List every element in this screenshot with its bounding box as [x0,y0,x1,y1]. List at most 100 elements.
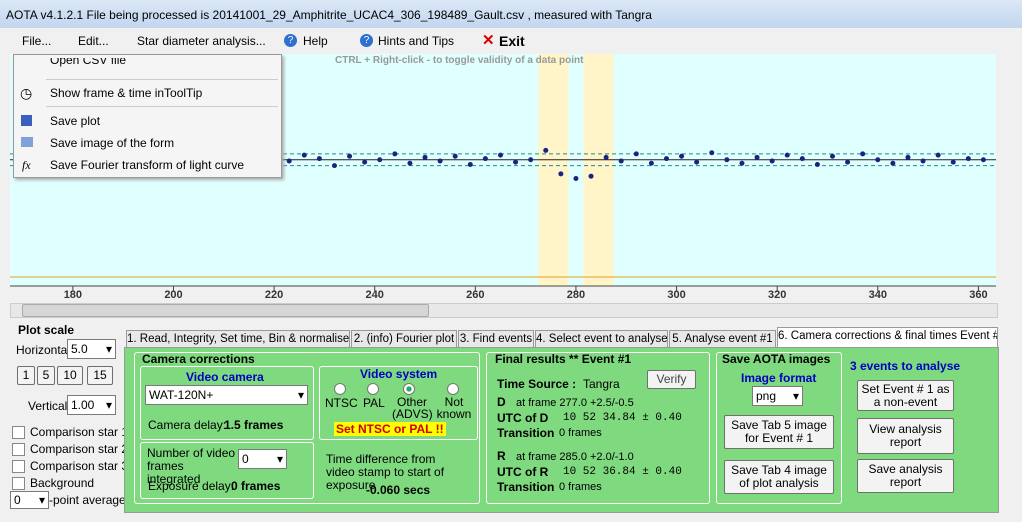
group-title: Video system [360,367,438,381]
menu-bar [0,28,1022,54]
menu-item[interactable]: Help [303,34,328,48]
x-tick-label: 260 [466,289,484,301]
separator [46,79,278,80]
data-point [814,161,820,167]
data-point [392,151,398,157]
dropdown-menu [13,54,282,178]
value: Tangra [583,377,620,391]
x-tick-label: 180 [64,289,82,301]
window-title: AOTA v4.1.2.1 File being processed is 20… [6,8,652,22]
save-button[interactable]: Save Tab 4 image of plot analysis [724,460,834,494]
menu-item[interactable]: Edit... [78,34,109,48]
checkbox[interactable] [12,443,25,456]
checkbox[interactable] [12,426,25,439]
label: R [497,449,506,463]
label: Vertical [28,399,68,413]
hints-icon: ? [360,34,373,47]
group-box [134,352,480,504]
exit-icon: ✕ [482,32,495,49]
x-tick-label: 300 [667,289,685,301]
data-point [422,154,428,160]
event-button[interactable]: View analysis report [857,418,954,454]
data-point [467,161,473,167]
radio-label: PAL [363,396,385,410]
checkbox[interactable] [12,460,25,473]
radio-label: Not known [436,395,472,421]
group-box [140,366,314,440]
tab[interactable]: 3. Find events [458,330,534,348]
radio[interactable] [334,383,346,395]
data-point [784,152,790,158]
tab[interactable]: 1. Read, Integrity, Set time, Bin & norm… [126,330,350,348]
label: Transition [497,480,555,494]
tab-active[interactable]: 6. Camera corrections & final times Even… [777,327,998,347]
help-icon: ? [284,34,297,47]
plot-hint: CTRL + Right-click - to toggle validity … [335,55,584,66]
checkbox[interactable] [12,477,25,490]
dropdown-item[interactable]: Open CSV file [50,58,127,67]
data-point [347,153,353,159]
menu-item[interactable]: Exit [499,33,525,49]
x-tick-label: 220 [265,289,283,301]
frames-select[interactable]: 0 [238,449,287,469]
dropdown-item[interactable]: Save plot [50,114,101,128]
data-point [377,157,383,163]
dropdown-item[interactable]: Save Fourier transform of light curve [50,158,245,172]
save-button[interactable]: Save Tab 5 image for Event # 1 [724,415,834,449]
menu-item[interactable]: Star diameter analysis... [137,34,266,48]
axis-band [10,286,996,302]
dropdown-item[interactable]: Save image of the form [50,136,175,150]
data-point [648,160,654,166]
average-select[interactable]: 0 [10,491,49,509]
data-point [663,156,669,162]
event-button[interactable]: Save analysis report [857,459,954,493]
data-point [301,152,307,158]
tab[interactable]: 5. Analyse event #1 [669,330,776,348]
checkbox-label: Comparison star 2 [30,442,129,456]
label: Image format [741,371,817,385]
x-tick-label: 240 [366,289,384,301]
data-point [875,157,881,163]
dropdown-item[interactable]: Show frame & time inToolTip [50,86,203,100]
radio[interactable] [367,383,379,395]
data-point [739,160,745,166]
verify-button[interactable]: Verify [647,370,696,389]
checkbox-label: Background [30,476,95,490]
spinbox[interactable]: 5.0 [67,339,116,359]
format-select[interactable]: png [752,386,803,406]
radio-selected[interactable] [403,383,415,395]
tab[interactable]: 2. (info) Fourier plot [351,330,457,348]
label: UTC of D [497,411,549,425]
data-point [830,153,836,159]
menu-item[interactable]: Hints and Tips [378,34,455,48]
data-point [588,173,594,179]
menu-item[interactable]: File... [22,34,52,48]
data-point [513,159,519,165]
x-tick-label: 340 [869,289,887,301]
camera-select[interactable]: WAT-120N+ [145,385,308,405]
data-point [769,158,775,164]
radio[interactable] [447,383,459,395]
data-point [558,171,564,177]
label: Exposure delay: [148,479,235,493]
event-button[interactable]: Set Event # 1 as a non-event [857,380,954,411]
value: at frame 285.0 +2.0/-1.0 [516,451,634,463]
scale-button[interactable]: 1 [17,366,35,385]
data-point [860,151,866,157]
scale-button[interactable]: 5 [37,366,55,385]
group-title: Camera corrections [142,352,255,366]
spinbox[interactable]: 1.00 [67,395,116,415]
value: 10 52 34.84 ± 0.40 [563,412,682,424]
value: -0.060 secs [366,483,431,497]
tab[interactable]: 4. Select event to analyse [535,330,668,348]
data-point [890,160,896,166]
scale-button[interactable]: 15 [87,366,113,385]
scale-button[interactable]: 10 [57,366,83,385]
scroll-thumb[interactable] [22,304,429,317]
checkbox-label: Comparison star 1 [30,425,129,439]
event-band [538,54,569,286]
tab-page [124,347,999,513]
warning: Set NTSC or PAL !! [334,422,446,436]
radio-label: Other (ADVS) [392,395,433,421]
data-point [950,159,956,165]
